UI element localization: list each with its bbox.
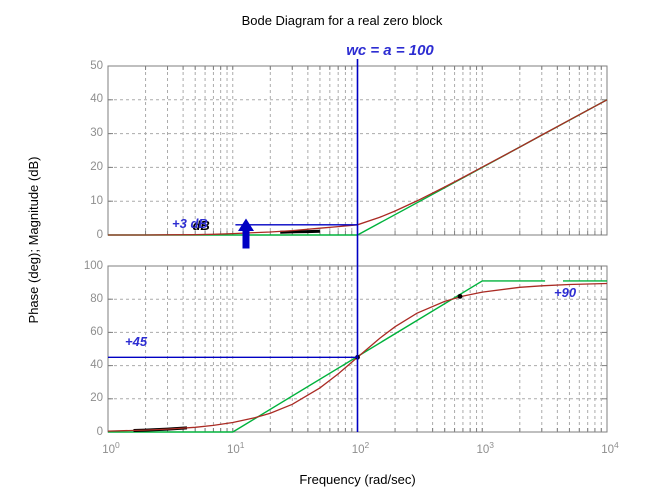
ytick-label: 10 (90, 194, 103, 207)
plus3-up-arrow-icon (238, 218, 254, 249)
plus90-annotation: +90 (554, 285, 577, 300)
y-axis-label: Phase (deg); Magnitude (dB) (26, 156, 41, 324)
xtick-label: 104 (601, 440, 619, 456)
ytick-label: 0 (96, 228, 103, 241)
plus3-db-annotation: +3 dB (172, 216, 208, 231)
ytick-label: 80 (90, 292, 103, 305)
ytick-label: 100 (83, 259, 103, 272)
plus45-annotation: +45 (125, 334, 148, 349)
xtick-label: 100 (102, 440, 120, 456)
ytick-label: 30 (90, 127, 103, 140)
ytick-label: 40 (90, 359, 103, 372)
wc-annotation: wc = a = 100 (346, 42, 434, 59)
ytick-label: 0 (96, 425, 103, 438)
xtick-label: 102 (351, 440, 370, 456)
x-axis-label: Frequency (rad/sec) (299, 472, 416, 487)
plus3-suffix: dB (190, 216, 208, 231)
xtick-label: 101 (226, 440, 245, 456)
ytick-label: 20 (90, 160, 103, 173)
chart-title: Bode Diagram for a real zero block (241, 13, 443, 28)
ytick-label: 50 (90, 59, 103, 72)
ytick-label: 20 (90, 392, 103, 405)
xtick-label: 103 (476, 440, 495, 456)
ytick-label: 60 (90, 325, 103, 338)
plus3-prefix: +3 (172, 216, 187, 231)
ytick-label: 40 (90, 93, 103, 106)
